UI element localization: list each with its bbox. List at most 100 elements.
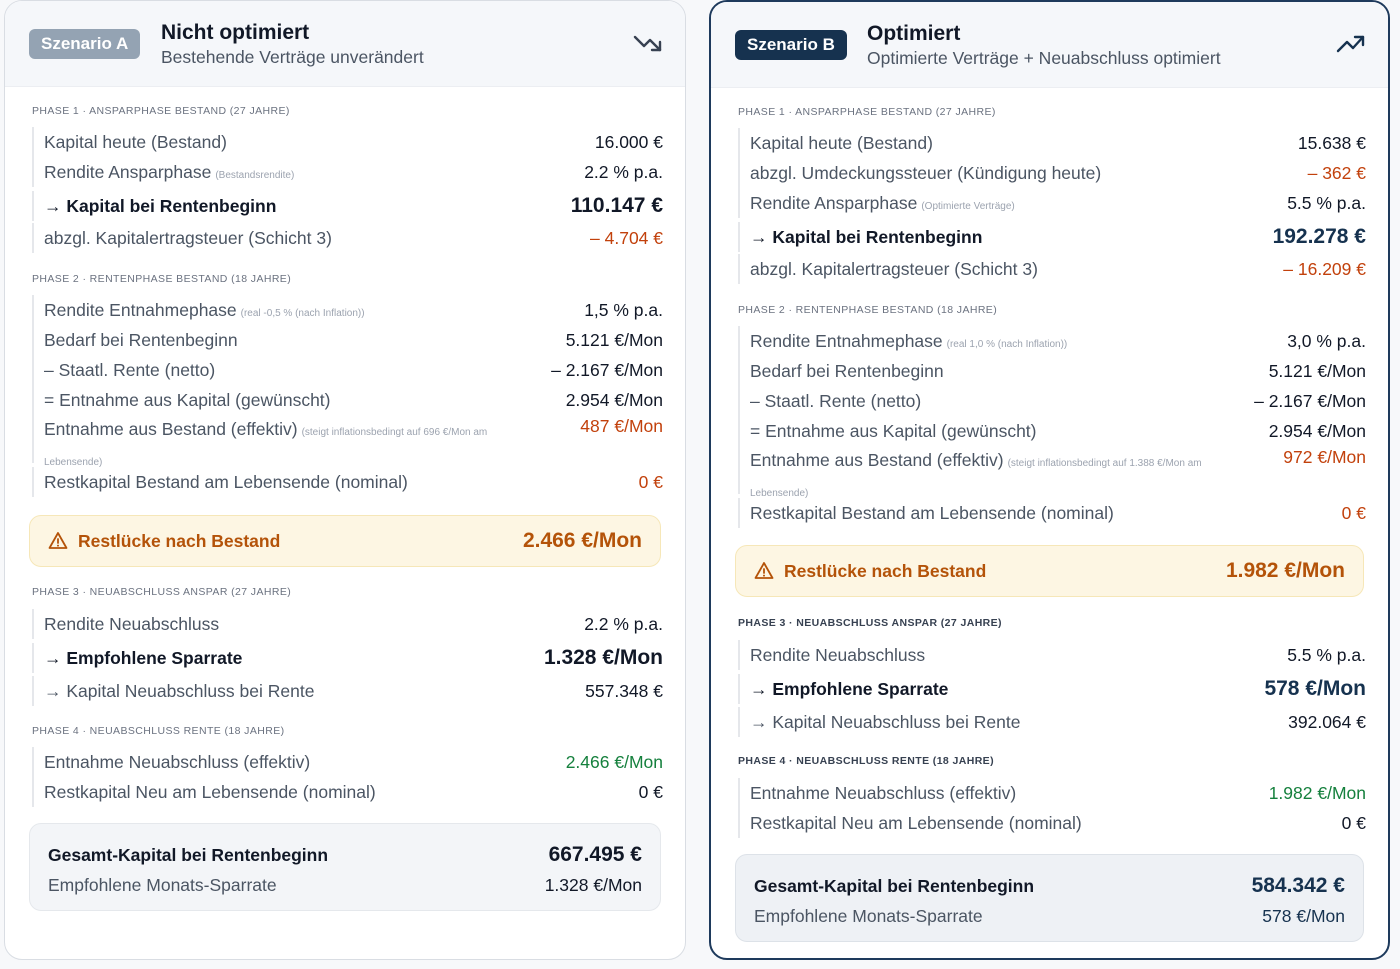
value: 2.954 €/Mon: [565, 389, 663, 410]
total-sparrate-label: Empfohlene Monats-Sparrate: [754, 905, 983, 926]
note: (real -0,5 % (nach Inflation)): [240, 307, 365, 319]
row-rendite-anspar: Rendite Ansparphase (Bestandsrendite) 2.2…: [32, 157, 663, 187]
row-entnahme-gewuenscht: = Entnahme aus Kapital (gewünscht) 2.954…: [738, 416, 1366, 446]
value: – 362 €: [1307, 162, 1366, 183]
row-bedarf: Bedarf bei Rentenbeginn 5.121 €/Mon: [738, 356, 1366, 386]
value: 0 €: [1341, 812, 1366, 833]
restluecke-value: 2.466 €/Mon: [522, 529, 642, 552]
row-kapital-heute: Kapital heute (Bestand) 15.638 €: [738, 128, 1366, 158]
label: → Kapital bei Rentenbeginn: [44, 195, 277, 216]
label: Entnahme aus Bestand (effektiv) (steigt i…: [44, 419, 488, 468]
label: = Entnahme aus Kapital (gewünscht): [750, 420, 1037, 441]
value: – 16.209 €: [1283, 258, 1366, 279]
note: (steigt inflationsbedingt auf 1.388 €/Mo…: [750, 458, 1202, 499]
scenario-b-card: Szenario B Optimiert Optimierte Verträge…: [709, 0, 1390, 960]
row-rendite-neuabschluss: Rendite Neuabschluss 5.5 % p.a.: [738, 640, 1366, 670]
value: 392.064 €: [1288, 711, 1366, 732]
total-kapital-label: Gesamt-Kapital bei Rentenbeginn: [48, 844, 329, 865]
total-sparrate-value: 1.328 €/Mon: [544, 874, 642, 895]
value: 5.5 % p.a.: [1287, 192, 1366, 213]
row-restkapital-neu: Restkapital Neu am Lebensende (nominal) …: [738, 808, 1366, 838]
value: 2.954 €/Mon: [1268, 420, 1366, 441]
note: (Optimierte Verträge): [921, 200, 1015, 212]
phase1-heading: Phase 1 · Ansparphase Bestand (27 Jahre): [32, 105, 290, 117]
label: → Kapital Neuabschluss bei Rente: [750, 711, 1021, 732]
row-kapital-rentenbeginn: → Kapital bei Rentenbeginn 110.147 €: [32, 191, 663, 221]
total-box: Gesamt-Kapital bei Rentenbeginn 584.342 …: [735, 854, 1364, 942]
phase1-heading: Phase 1 · Ansparphase Bestand (27 Jahre): [738, 106, 996, 118]
total-kapital-label: Gesamt-Kapital bei Rentenbeginn: [754, 875, 1035, 896]
row-entnahme-effektiv: Entnahme aus Bestand (effektiv) (steigt i…: [32, 413, 663, 468]
label: = Entnahme aus Kapital (gewünscht): [44, 389, 331, 410]
row-restkapital-bestand: Restkapital Bestand am Lebensende (nomin…: [738, 498, 1366, 528]
value: 0 €: [638, 781, 663, 802]
label: → Kapital Neuabschluss bei Rente: [44, 680, 315, 701]
value: 110.147 €: [570, 194, 663, 217]
label: Rendite Neuabschluss: [44, 613, 220, 634]
value: 557.348 €: [585, 680, 663, 701]
value: – 4.704 €: [590, 227, 663, 248]
label: Restkapital Neu am Lebensende (nominal): [750, 812, 1082, 833]
phase4-heading: Phase 4 · Neuabschluss Rente (18 Jahre): [32, 725, 285, 737]
value: 192.278 €: [1272, 225, 1366, 248]
scenario-a-title: Nicht optimiert: [161, 21, 310, 44]
row-rendite-neuabschluss: Rendite Neuabschluss 2.2 % p.a.: [32, 609, 663, 639]
trending-down-icon: [633, 35, 662, 52]
row-kapital-heute: Kapital heute (Bestand) 16.000 €: [32, 127, 663, 157]
label: Rendite Neuabschluss: [750, 644, 926, 665]
row-entnahme-neuabschluss: Entnahme Neuabschluss (effektiv) 2.466 €…: [32, 747, 663, 777]
label: Restkapital Neu am Lebensende (nominal): [44, 781, 376, 802]
row-entnahme-neuabschluss: Entnahme Neuabschluss (effektiv) 1.982 €…: [738, 778, 1366, 808]
restluecke-label: Restlücke nach Bestand: [784, 560, 987, 581]
row-staatl-rente: – Staatl. Rente (netto) – 2.167 €/Mon: [32, 355, 663, 385]
label: → Kapital bei Rentenbeginn: [750, 226, 983, 247]
value: 15.638 €: [1297, 132, 1366, 153]
phase3-heading: Phase 3 · Neuabschluss Anspar (27 Jahre): [738, 617, 1002, 629]
warning-icon: [48, 532, 68, 549]
total-box: Gesamt-Kapital bei Rentenbeginn 667.495 …: [29, 823, 661, 911]
label: abzgl. Umdeckungssteuer (Kündigung heute…: [750, 162, 1102, 183]
row-staatl-rente: – Staatl. Rente (netto) – 2.167 €/Mon: [738, 386, 1366, 416]
value: 0 €: [1341, 502, 1366, 523]
label: abzgl. Kapitalertragsteuer (Schicht 3): [44, 227, 332, 248]
label: Entnahme Neuabschluss (effektiv): [44, 751, 311, 772]
value: 1,5 % p.a.: [584, 299, 663, 320]
value: 1.982 €/Mon: [1268, 782, 1366, 803]
value: 2.2 % p.a.: [584, 161, 663, 182]
label: Kapital heute (Bestand): [44, 131, 227, 152]
row-kapital-neuabschluss: → Kapital Neuabschluss bei Rente 557.348…: [32, 676, 663, 706]
value: 578 €/Mon: [1264, 677, 1366, 700]
row-kapitalertragsteuer: abzgl. Kapitalertragsteuer (Schicht 3) –…: [738, 254, 1366, 284]
note: (Bestandsrendite): [215, 169, 295, 181]
row-restkapital-bestand: Restkapital Bestand am Lebensende (nomin…: [32, 467, 663, 497]
total-sparrate-value: 578 €/Mon: [1262, 905, 1345, 926]
label: → Empfohlene Sparrate: [750, 678, 949, 699]
label: Bedarf bei Rentenbeginn: [44, 329, 238, 350]
label: Bedarf bei Rentenbeginn: [750, 360, 944, 381]
row-rendite-anspar: Rendite Ansparphase (Optimierte Verträge)…: [738, 188, 1366, 218]
phase2-heading: Phase 2 · Rentenphase Bestand (18 Jahre): [32, 273, 292, 285]
row-empfohlene-sparrate: → Empfohlene Sparrate 578 €/Mon: [738, 674, 1366, 704]
restluecke-value: 1.982 €/Mon: [1225, 559, 1345, 582]
row-empfohlene-sparrate: → Empfohlene Sparrate 1.328 €/Mon: [32, 643, 663, 673]
label: Entnahme Neuabschluss (effektiv): [750, 782, 1017, 803]
value: 972 €/Mon: [1283, 447, 1366, 467]
total-kapital-value: 584.342 €: [1251, 874, 1345, 897]
value: 5.5 % p.a.: [1287, 644, 1366, 665]
scenario-b-badge: Szenario B: [735, 30, 847, 60]
row-bedarf: Bedarf bei Rentenbeginn 5.121 €/Mon: [32, 325, 663, 355]
restluecke-label: Restlücke nach Bestand: [78, 530, 281, 551]
note: (real 1,0 % (nach Inflation)): [946, 338, 1068, 350]
value: 5.121 €/Mon: [1268, 360, 1366, 381]
value: 5.121 €/Mon: [565, 329, 663, 350]
label: – Staatl. Rente (netto): [750, 390, 922, 411]
phase2-heading: Phase 2 · Rentenphase Bestand (18 Jahre): [738, 304, 998, 316]
row-entnahme-effektiv: Entnahme aus Bestand (effektiv) (steigt i…: [738, 444, 1366, 499]
value: 1.328 €/Mon: [543, 646, 663, 669]
value: 0 €: [638, 471, 663, 492]
label: Restkapital Bestand am Lebensende (nomin…: [44, 471, 408, 492]
label: Rendite Entnahmephase (real 1,0 % (nach I…: [750, 330, 1068, 351]
label: Restkapital Bestand am Lebensende (nomin…: [750, 502, 1114, 523]
label: Kapital heute (Bestand): [750, 132, 933, 153]
scenario-a-badge: Szenario A: [29, 29, 141, 59]
